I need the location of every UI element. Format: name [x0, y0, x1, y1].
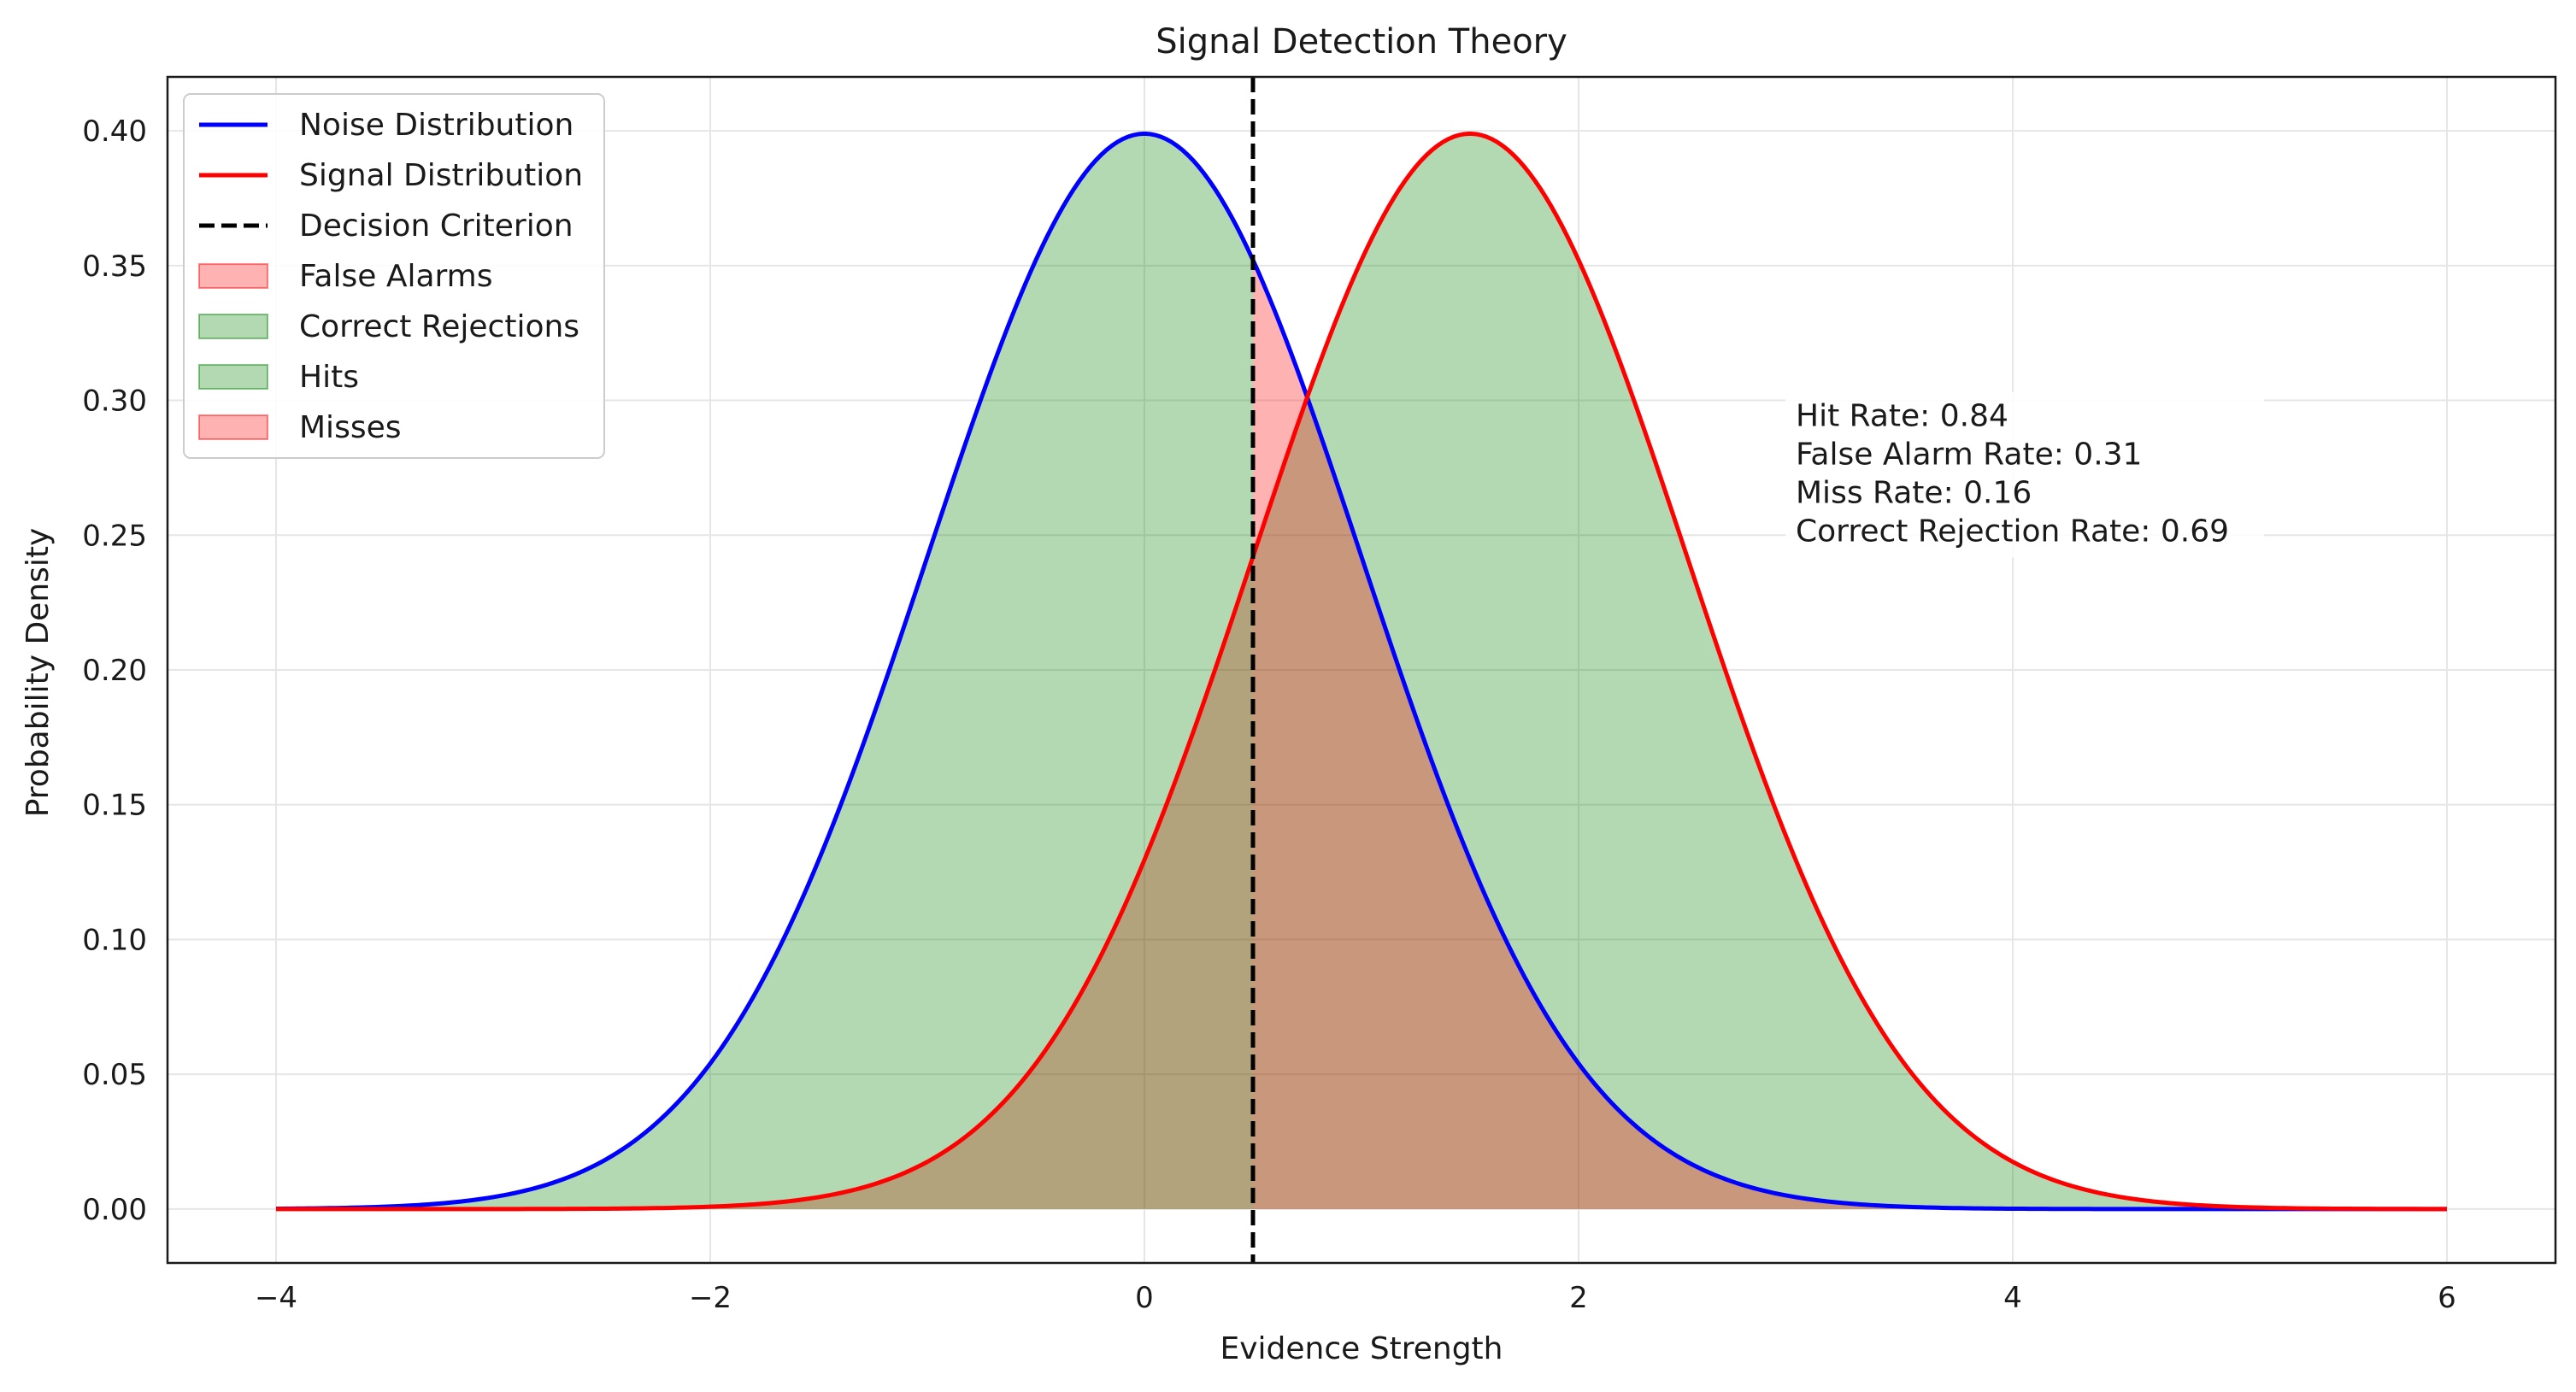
legend-item: Decision Criterion — [199, 209, 573, 244]
legend-label: False Alarms — [299, 259, 493, 294]
x-tick-label: −4 — [255, 1281, 297, 1315]
legend-box — [183, 93, 605, 459]
legend-swatch — [198, 414, 268, 440]
legend-item: False Alarms — [198, 259, 493, 294]
legend-item: Noise Distribution — [199, 108, 573, 143]
chart-title: Signal Detection Theory — [1156, 22, 1567, 62]
x-tick-label: 6 — [2438, 1281, 2456, 1315]
y-tick-label: 0.15 — [82, 789, 147, 823]
legend-swatch — [198, 314, 268, 339]
y-tick-label: 0.05 — [82, 1058, 147, 1092]
grid — [168, 77, 2555, 1263]
x-axis-label: Evidence Strength — [1220, 1331, 1503, 1366]
legend-label: Noise Distribution — [299, 108, 573, 143]
y-tick-label: 0.10 — [82, 923, 147, 957]
y-tick-label: 0.25 — [82, 519, 147, 553]
legend: Noise Distribution Signal Distribution Dec… — [183, 93, 605, 459]
fill-misses — [276, 556, 1253, 1209]
x-tick-label: 2 — [1569, 1281, 1588, 1315]
x-tick-label: 4 — [2003, 1281, 2022, 1315]
line-noise-distribution — [275, 131, 2447, 1212]
y-tick-label: 0.00 — [82, 1193, 147, 1227]
x-tick-label: 0 — [1135, 1281, 1154, 1315]
annotation-line: Hit Rate: 0.84 — [1796, 399, 2008, 434]
fill-false-alarms — [1253, 260, 2447, 1209]
distribution-lines — [275, 77, 2448, 1263]
fill-correct-rejections — [276, 133, 1253, 1209]
plot-frame — [166, 75, 2557, 1265]
annotation-line: False Alarm Rate: 0.31 — [1796, 438, 2142, 473]
legend-swatch — [198, 364, 268, 390]
legend-item: Hits — [198, 360, 359, 395]
x-tick-label: −2 — [689, 1281, 732, 1315]
axis-ticks: −4 −2 0 2 4 6 0.00 0.05 0.10 0.15 0.20 0.25 0.30 0.35… — [82, 115, 2456, 1315]
y-axis-label: Probability Density — [21, 528, 56, 818]
fill-hits — [1253, 133, 2447, 1209]
legend-item: Correct Rejections — [198, 309, 579, 344]
legend-label: Signal Distribution — [299, 158, 583, 193]
legend-swatch — [198, 263, 268, 289]
distribution-fills — [276, 133, 2447, 1209]
legend-item: Misses — [198, 410, 401, 445]
legend-label: Decision Criterion — [299, 209, 573, 244]
line-signal-distribution — [276, 131, 2448, 1212]
annotation-line: Correct Rejection Rate: 0.69 — [1796, 514, 2229, 549]
rates-annotation: Hit Rate: 0.84 False Alarm Rate: 0.31Miss… — [1785, 391, 2264, 558]
legend-label: Misses — [299, 410, 401, 445]
y-tick-label: 0.40 — [82, 115, 147, 149]
annotation-box — [1785, 391, 2264, 558]
legend-label: Correct Rejections — [299, 309, 579, 344]
legend-item: Signal Distribution — [199, 158, 583, 193]
annotation-line: Miss Rate: 0.16 — [1796, 476, 2032, 511]
y-tick-label: 0.30 — [82, 385, 147, 419]
y-tick-label: 0.35 — [82, 250, 147, 284]
y-tick-label: 0.20 — [82, 654, 147, 688]
legend-label: Hits — [299, 360, 359, 395]
